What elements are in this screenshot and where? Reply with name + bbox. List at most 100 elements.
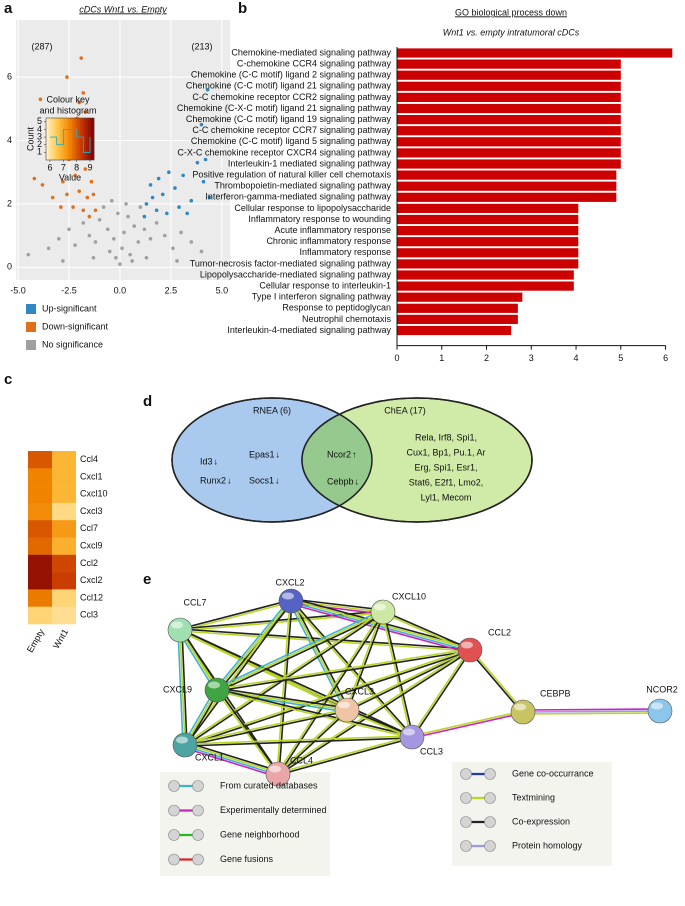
x-tick-label: -5.0 xyxy=(10,285,26,295)
point xyxy=(128,252,132,257)
row-label: Cxcl9 xyxy=(80,541,103,551)
colorbar-segment xyxy=(78,118,81,160)
panel-label: e xyxy=(143,571,151,588)
y-tick-label: 3 xyxy=(37,131,42,141)
y-tick-label: Interferon-gamma-mediated signaling path… xyxy=(205,192,391,202)
network-edge xyxy=(346,648,470,710)
bar xyxy=(397,181,617,191)
point xyxy=(71,205,75,209)
column-label: Empty xyxy=(25,627,47,655)
regulation-arrow: ↑ xyxy=(352,449,357,459)
point xyxy=(165,211,169,216)
point xyxy=(79,56,84,60)
heatmap-cell xyxy=(52,451,76,469)
node-label: NCOR2 xyxy=(646,684,678,694)
heatmap-cell xyxy=(28,485,52,504)
colorbar-segment xyxy=(80,118,83,160)
network-edge xyxy=(179,629,186,746)
network-edge xyxy=(183,610,383,745)
node-highlight xyxy=(514,703,526,711)
node-highlight xyxy=(282,592,294,600)
column-label: Wnt1 xyxy=(51,627,70,650)
heatmap-cell xyxy=(28,468,52,486)
row-label: Ccl2 xyxy=(80,558,98,568)
x-tick-label: 6 xyxy=(47,162,52,172)
x-tick-label: 2 xyxy=(484,353,489,363)
x-tick-label: 4 xyxy=(574,353,579,363)
colorbar-segment xyxy=(52,118,55,160)
point xyxy=(126,214,130,219)
y-tick-label: 4 xyxy=(7,135,12,145)
point xyxy=(101,205,106,209)
point xyxy=(154,208,159,213)
network-edge xyxy=(183,747,278,778)
bar xyxy=(397,281,574,291)
y-tick-label: Interleukin-4-mediated signaling pathway xyxy=(227,325,391,335)
network-edge xyxy=(217,613,385,693)
annotation: (287) xyxy=(31,41,52,51)
venn-outline xyxy=(171,397,373,523)
network-edge xyxy=(412,712,524,739)
point xyxy=(97,217,102,222)
node-highlight xyxy=(176,736,188,744)
x-tick-label: 8 xyxy=(74,162,79,172)
legend-node xyxy=(460,792,472,804)
point xyxy=(61,259,65,263)
annotation: (213) xyxy=(191,41,212,51)
point xyxy=(91,192,96,197)
point xyxy=(136,240,141,244)
legend-node xyxy=(168,780,180,792)
bar xyxy=(397,92,621,102)
bar xyxy=(397,325,512,336)
colorbar-segment xyxy=(48,118,51,160)
colorbar-segment xyxy=(46,118,49,160)
point xyxy=(171,246,175,251)
heatmap-cell xyxy=(52,502,76,521)
node-label: CCL3 xyxy=(420,746,443,756)
heatmap-cell xyxy=(52,606,76,625)
y-tick-label: 5 xyxy=(37,116,42,126)
point xyxy=(93,208,98,213)
network-edge xyxy=(278,612,385,775)
regulation-arrow: ↓ xyxy=(276,449,281,459)
node-label: CXCL3 xyxy=(345,686,374,696)
node-highlight xyxy=(338,701,350,709)
legend-node xyxy=(192,780,204,792)
network-edge xyxy=(181,629,188,745)
point xyxy=(73,173,77,178)
x-tick-label: 5 xyxy=(618,353,623,363)
point xyxy=(46,246,51,251)
bar xyxy=(397,214,579,225)
network-edge xyxy=(185,650,471,747)
row-label: Cxcl3 xyxy=(80,506,103,516)
y-tick-label: Chemokine (C-C motif) ligand 5 signaling… xyxy=(191,136,392,146)
y-tick-label: Chronic inflammatory response xyxy=(266,236,391,246)
x-tick-label: 0.0 xyxy=(114,285,127,295)
point xyxy=(38,97,43,102)
panel-label: c xyxy=(4,371,12,388)
point xyxy=(173,186,177,190)
point xyxy=(116,211,120,216)
network-node xyxy=(370,599,396,625)
heatmap-cell xyxy=(52,468,76,486)
point xyxy=(148,183,153,187)
node-highlight xyxy=(171,621,183,629)
y-tick-label: Positive regulation of natural killer ce… xyxy=(192,169,391,179)
legend-box xyxy=(452,762,612,866)
point xyxy=(32,176,37,181)
gene: Epas1 xyxy=(249,449,275,459)
heatmap-cell xyxy=(28,520,52,538)
point xyxy=(81,91,86,95)
network-edge xyxy=(185,741,280,772)
network-edge xyxy=(216,691,347,713)
network-edge xyxy=(184,648,470,745)
set-label: RNEA (6) xyxy=(253,405,291,415)
regulation-arrow: ↓ xyxy=(227,475,232,485)
network-edge xyxy=(522,710,661,713)
point xyxy=(73,243,77,247)
gene-list: Rela, Irf8, Spi1, xyxy=(415,432,477,442)
colorbar-segment xyxy=(58,118,61,160)
network-edge xyxy=(216,648,470,690)
gene-list: Stat6, E2f1, Lmo2, xyxy=(409,477,484,487)
legend-swatch xyxy=(26,340,36,350)
